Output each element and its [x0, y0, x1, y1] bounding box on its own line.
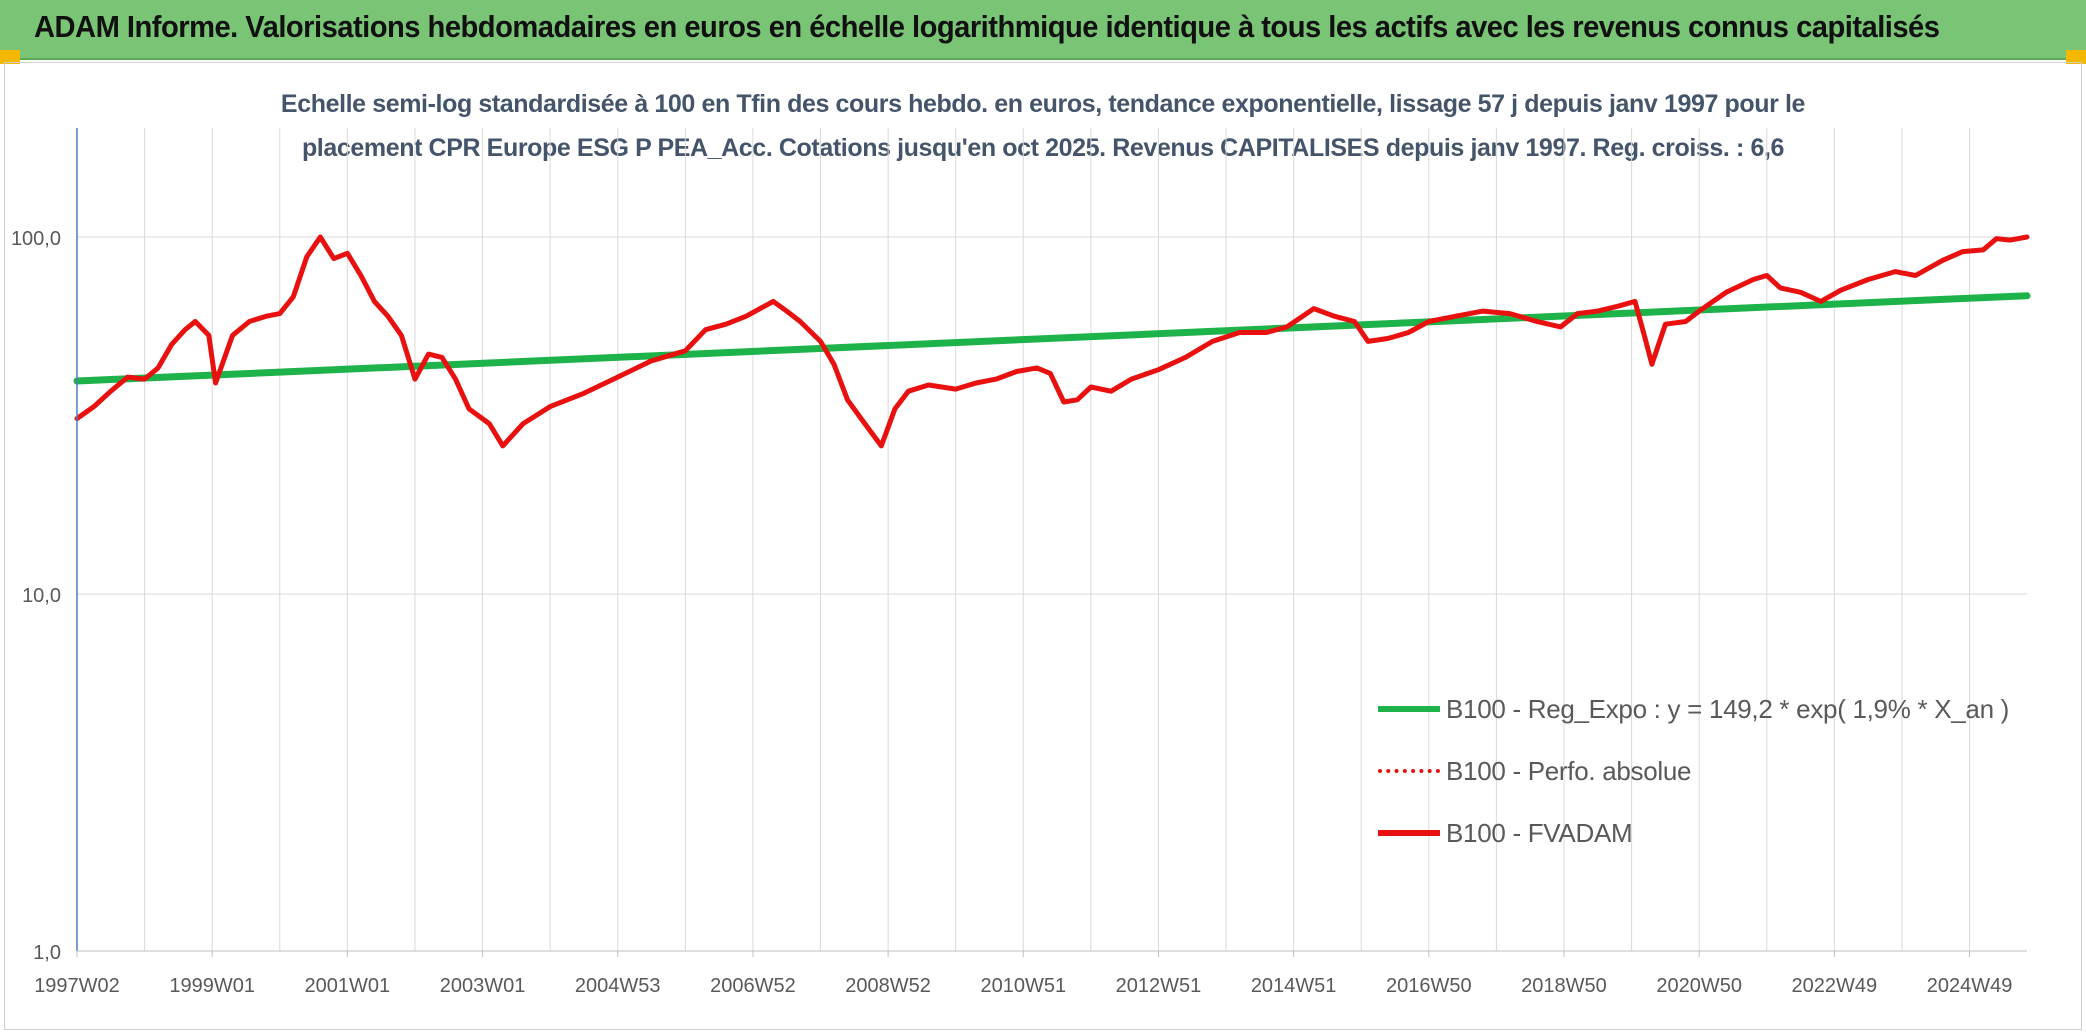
y-tick-label: 100,0: [11, 228, 61, 250]
x-tick-label: 2006W52: [710, 975, 796, 997]
x-tick-label: 2004W53: [575, 975, 661, 997]
report-title: ADAM Informe. Valorisations hebdomadaire…: [34, 9, 1940, 44]
x-tick-label: 2022W49: [1792, 975, 1878, 997]
tick-labels: 1,0 10,0 100,0 1997W02 1999W01 2001W01 2003W01…: [11, 228, 2012, 997]
x-tick-label: 2012W51: [1116, 975, 1202, 997]
legend-swatch-trend: [1378, 706, 1440, 712]
x-tick-label: 1999W01: [169, 975, 255, 997]
legend-label-fvadam: B100 - FVADAM: [1446, 817, 1633, 848]
legend-label-trend: B100 - Reg_Expo : y = 149,2 * exp( 1,9% …: [1446, 693, 2010, 724]
chart-subtitle-line-2: placement CPR Europe ESG P PEA_Acc. Cota…: [301, 134, 1785, 162]
x-tick-label: 2010W51: [980, 975, 1066, 997]
legend-item-trend: B100 - Reg_Expo : y = 149,2 * exp( 1,9% …: [1378, 689, 2009, 729]
chart-subtitle-line-1: Echelle semi-log standardisée à 100 en T…: [280, 90, 1806, 118]
legend-swatch-absolute: [1378, 769, 1440, 773]
x-tick-label: 2008W52: [845, 975, 931, 997]
legend-swatch-fvadam: [1378, 830, 1440, 836]
y-tick-label: 10,0: [22, 585, 61, 607]
y-tick-label: 1,0: [33, 942, 61, 964]
legend-item-fvadam: B100 - FVADAM: [1378, 813, 1633, 853]
x-tick-label: 2020W50: [1656, 975, 1742, 997]
corner-marker-right: [2066, 50, 2086, 64]
gridlines: [77, 128, 2027, 952]
x-tick-label: 2014W51: [1251, 975, 1337, 997]
series-line-0: [73, 292, 2031, 385]
x-tick-label: 2003W01: [440, 975, 526, 997]
x-tick-label: 2018W50: [1521, 975, 1607, 997]
header-banner: ADAM Informe. Valorisations hebdomadaire…: [0, 0, 2086, 60]
x-tick-label: 2016W50: [1386, 975, 1472, 997]
series-line-2: [74, 234, 2030, 449]
legend-label-absolute: B100 - Perfo. absolue: [1446, 755, 1692, 786]
x-tick-label: 1997W02: [34, 975, 120, 997]
series-layer: [73, 234, 2031, 449]
x-tick-label: 2001W01: [305, 975, 391, 997]
x-tick-label: 2024W49: [1927, 975, 2013, 997]
corner-marker-left: [0, 50, 20, 64]
legend-item-absolute: B100 - Perfo. absolue: [1378, 751, 1692, 791]
chart-frame: [4, 62, 2082, 1030]
